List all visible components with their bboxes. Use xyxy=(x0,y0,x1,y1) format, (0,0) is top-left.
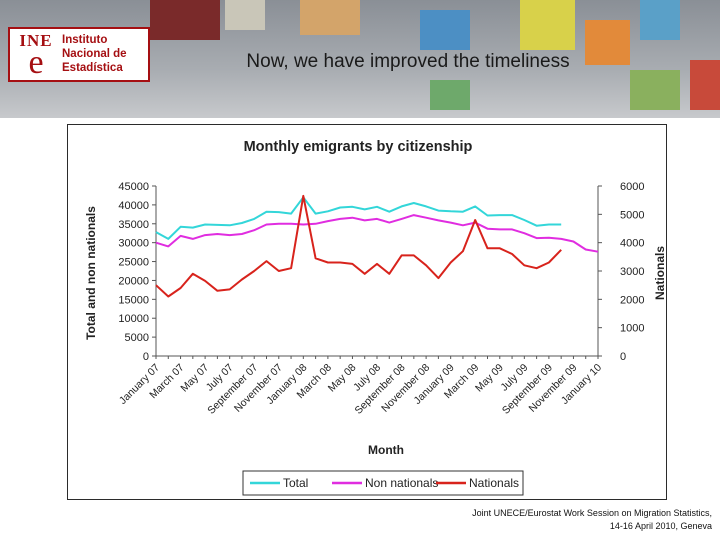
y-left-tick-label: 40000 xyxy=(118,200,149,212)
chart-title: Monthly emigrants by citizenship xyxy=(244,139,473,155)
y-left-tick-label: 20000 xyxy=(118,275,149,287)
legend-label: Non nationals xyxy=(365,476,438,490)
footer-note: Joint UNECE/Eurostat Work Session on Mig… xyxy=(412,507,712,533)
y-right-tick-label: 1000 xyxy=(620,323,644,335)
y-left-tick-label: 0 xyxy=(143,351,149,363)
y-left-tick-label: 30000 xyxy=(118,238,149,250)
legend-label: Total xyxy=(283,476,308,490)
y-left-tick-label: 15000 xyxy=(118,294,149,306)
banner-tile xyxy=(225,0,265,30)
y-left-tick-label: 10000 xyxy=(118,313,149,325)
banner-tile xyxy=(690,60,720,110)
banner-tile xyxy=(640,0,680,40)
y-right-tick-label: 6000 xyxy=(620,181,644,193)
series-line-total xyxy=(155,196,562,240)
banner-tile xyxy=(585,20,630,65)
y-left-tick-label: 25000 xyxy=(118,257,149,269)
chart-frame: Monthly emigrants by citizenship Total a… xyxy=(67,124,667,500)
x-tick-label: May 08 xyxy=(326,362,359,395)
y-axis-left-label: Total and non nationals xyxy=(84,206,98,340)
x-tick-label: May 07 xyxy=(178,362,211,395)
x-axis-label: Month xyxy=(368,443,404,457)
y-left-tick-label: 35000 xyxy=(118,219,149,231)
y-axis-right-label: Nationals xyxy=(653,246,666,300)
banner-tile xyxy=(520,0,575,50)
ine-logo-mark: INE e xyxy=(19,31,53,81)
series-line-nationals xyxy=(155,194,562,298)
header-banner: INE e Instituto Nacional de Estadística … xyxy=(0,0,720,118)
legend-box xyxy=(242,470,524,496)
ine-logo: INE e Instituto Nacional de Estadística xyxy=(8,27,150,82)
y-right-tick-label: 4000 xyxy=(620,238,644,250)
footer-line-2: 14-16 April 2010, Geneva xyxy=(609,521,712,531)
emigrants-chart: Monthly emigrants by citizenship Total a… xyxy=(84,139,666,496)
y-right-tick-label: 3000 xyxy=(620,266,644,278)
banner-tile xyxy=(430,80,470,110)
y-left-tick-label: 5000 xyxy=(125,332,149,344)
footer-line-1: Joint UNECE/Eurostat Work Session on Mig… xyxy=(472,508,712,518)
x-tick-label: May 09 xyxy=(473,362,506,395)
ine-logo-text: Instituto Nacional de Estadística xyxy=(62,34,127,74)
banner-tile xyxy=(420,10,470,50)
legend-label: Nationals xyxy=(469,476,519,490)
y-left-tick-label: 45000 xyxy=(118,181,149,193)
y-right-tick-label: 0 xyxy=(620,351,626,363)
banner-tile xyxy=(630,70,680,110)
banner-tile xyxy=(150,0,220,40)
slide-title: Now, we have improved the timeliness xyxy=(246,51,570,72)
y-right-tick-label: 5000 xyxy=(620,209,644,221)
banner-tile xyxy=(300,0,360,35)
series-line-non-nationals xyxy=(155,214,599,253)
y-right-tick-label: 2000 xyxy=(620,294,644,306)
